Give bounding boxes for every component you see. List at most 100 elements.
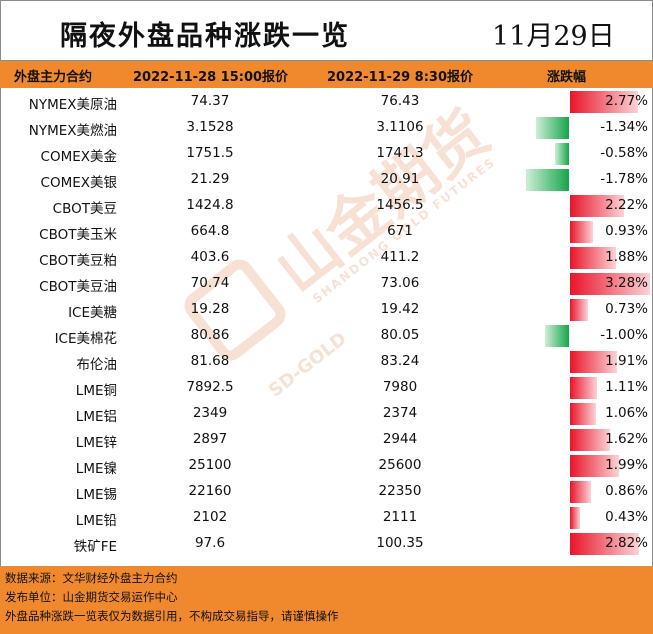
price-0830: 411.2: [380, 249, 420, 265]
contract-name: CBOT美豆油: [39, 279, 117, 295]
change-pct: 0.73%: [605, 301, 648, 317]
table-row: LME铅 2102 2111 0.43%: [0, 505, 653, 531]
price-0830: 2374: [382, 405, 418, 421]
change-bar: [555, 143, 569, 165]
price-1500: 7892.5: [186, 379, 234, 395]
contract-name: ICE美糖: [68, 305, 117, 321]
change-bar: [526, 169, 569, 191]
price-0830: 2111: [382, 509, 418, 525]
table-row: NYMEX美原油 74.37 76.43 2.77%: [0, 89, 653, 115]
table-row: LME锡 22160 22350 0.86%: [0, 479, 653, 505]
change-bar: [570, 481, 591, 503]
change-bar: [536, 117, 569, 139]
change-bar: [570, 403, 596, 425]
change-bar: [570, 221, 593, 243]
contract-name: CBOT美豆: [52, 201, 117, 217]
price-1500: 2102: [192, 509, 228, 525]
change-pct: 1.99%: [605, 457, 648, 473]
contract-name: NYMEX美原油: [28, 97, 117, 113]
price-0830: 671: [387, 223, 413, 239]
price-0830: 100.35: [376, 535, 424, 551]
change-pct: 1.06%: [605, 405, 648, 421]
table-row: COMEX美金 1751.5 1741.3 -0.58%: [0, 141, 653, 167]
change-pct: 2.82%: [605, 535, 648, 551]
table-header: 外盘主力合约 2022-11-28 15:00报价 2022-11-29 8:3…: [0, 61, 653, 88]
header-price1: 2022-11-28 15:00报价: [133, 70, 289, 85]
contract-name: LME铝: [75, 409, 117, 425]
contract-name: LME锌: [75, 435, 117, 451]
change-bar: [570, 351, 617, 373]
contract-name: LME锡: [75, 487, 117, 503]
contract-name: CBOT美豆粕: [39, 253, 117, 269]
table-body: NYMEX美原油 74.37 76.43 2.77% NYMEX美燃油 3.1528 3.1…: [0, 89, 653, 557]
change-bar: [570, 507, 580, 529]
header-price2: 2022-11-29 8:30报价: [327, 70, 474, 85]
price-1500: 22160: [188, 483, 232, 499]
table-row: CBOT美豆油 70.74 73.06 3.28%: [0, 271, 653, 297]
price-0830: 2944: [382, 431, 418, 447]
price-0830: 1741.3: [376, 145, 424, 161]
price-1500: 81.68: [190, 353, 230, 369]
price-0830: 19.42: [380, 301, 420, 317]
change-pct: 2.77%: [605, 93, 648, 109]
change-bar: [570, 377, 597, 399]
change-bar: [570, 299, 588, 321]
report-date: 11月29日: [492, 21, 615, 52]
price-0830: 22350: [378, 483, 422, 499]
header-contract: 外盘主力合约: [14, 70, 93, 85]
change-bar: [570, 533, 639, 555]
change-pct: 1.11%: [605, 379, 648, 395]
change-pct: -1.34%: [600, 119, 648, 135]
table-row: 铁矿FE 97.6 100.35 2.82%: [0, 531, 653, 557]
change-pct: -0.58%: [600, 145, 648, 161]
price-1500: 2897: [192, 431, 228, 447]
price-1500: 74.37: [190, 93, 230, 109]
footer: 数据来源：文华财经外盘主力合约 发布单位：山金期货交易运作中心 外盘品种涨跌一览…: [0, 566, 653, 634]
change-pct: 0.86%: [605, 483, 648, 499]
price-0830: 76.43: [380, 93, 420, 109]
change-pct: 3.28%: [605, 275, 648, 291]
price-0830: 25600: [378, 457, 422, 473]
table-row: CBOT美豆粕 403.6 411.2 1.88%: [0, 245, 653, 271]
contract-name: LME镍: [75, 461, 117, 477]
table-row: NYMEX美燃油 3.1528 3.1106 -1.34%: [0, 115, 653, 141]
change-pct: 0.93%: [605, 223, 648, 239]
contract-name: COMEX美银: [40, 175, 117, 191]
price-1500: 1751.5: [186, 145, 234, 161]
change-pct: 2.22%: [605, 197, 648, 213]
table-row: ICE美棉花 80.86 80.05 -1.00%: [0, 323, 653, 349]
footer-source: 数据来源：文华财经外盘主力合约: [5, 571, 178, 585]
change-bar: [570, 195, 624, 217]
contract-name: 布伦油: [76, 357, 118, 373]
price-1500: 21.29: [190, 171, 230, 187]
header-change: 涨跌幅: [547, 70, 587, 85]
change-pct: 0.43%: [605, 509, 648, 525]
change-bar: [545, 325, 569, 347]
table-row: LME铜 7892.5 7980 1.11%: [0, 375, 653, 401]
price-0830: 20.91: [380, 171, 420, 187]
contract-name: NYMEX美燃油: [28, 123, 117, 139]
table-row: LME锌 2897 2944 1.62%: [0, 427, 653, 453]
price-0830: 1456.5: [376, 197, 424, 213]
change-pct: 1.62%: [605, 431, 648, 447]
price-0830: 80.05: [380, 327, 420, 343]
price-1500: 2349: [192, 405, 228, 421]
page-title: 隔夜外盘品种涨跌一览: [60, 21, 350, 52]
change-pct: -1.78%: [600, 171, 648, 187]
contract-name: ICE美棉花: [54, 331, 117, 347]
price-1500: 403.6: [190, 249, 230, 265]
price-1500: 3.1528: [186, 119, 234, 135]
title-bar: 隔夜外盘品种涨跌一览 11月29日: [0, 0, 653, 61]
price-1500: 25100: [188, 457, 232, 473]
change-bar: [570, 91, 638, 113]
table-row: ICE美糖 19.28 19.42 0.73%: [0, 297, 653, 323]
price-1500: 97.6: [194, 535, 226, 551]
table-row: COMEX美银 21.29 20.91 -1.78%: [0, 167, 653, 193]
price-0830: 7980: [382, 379, 418, 395]
change-pct: 1.91%: [605, 353, 648, 369]
price-0830: 83.24: [380, 353, 420, 369]
price-0830: 73.06: [380, 275, 420, 291]
table-row: LME镍 25100 25600 1.99%: [0, 453, 653, 479]
footer-publisher: 发布单位：山金期货交易运作中心: [5, 590, 178, 604]
price-1500: 664.8: [190, 223, 230, 239]
